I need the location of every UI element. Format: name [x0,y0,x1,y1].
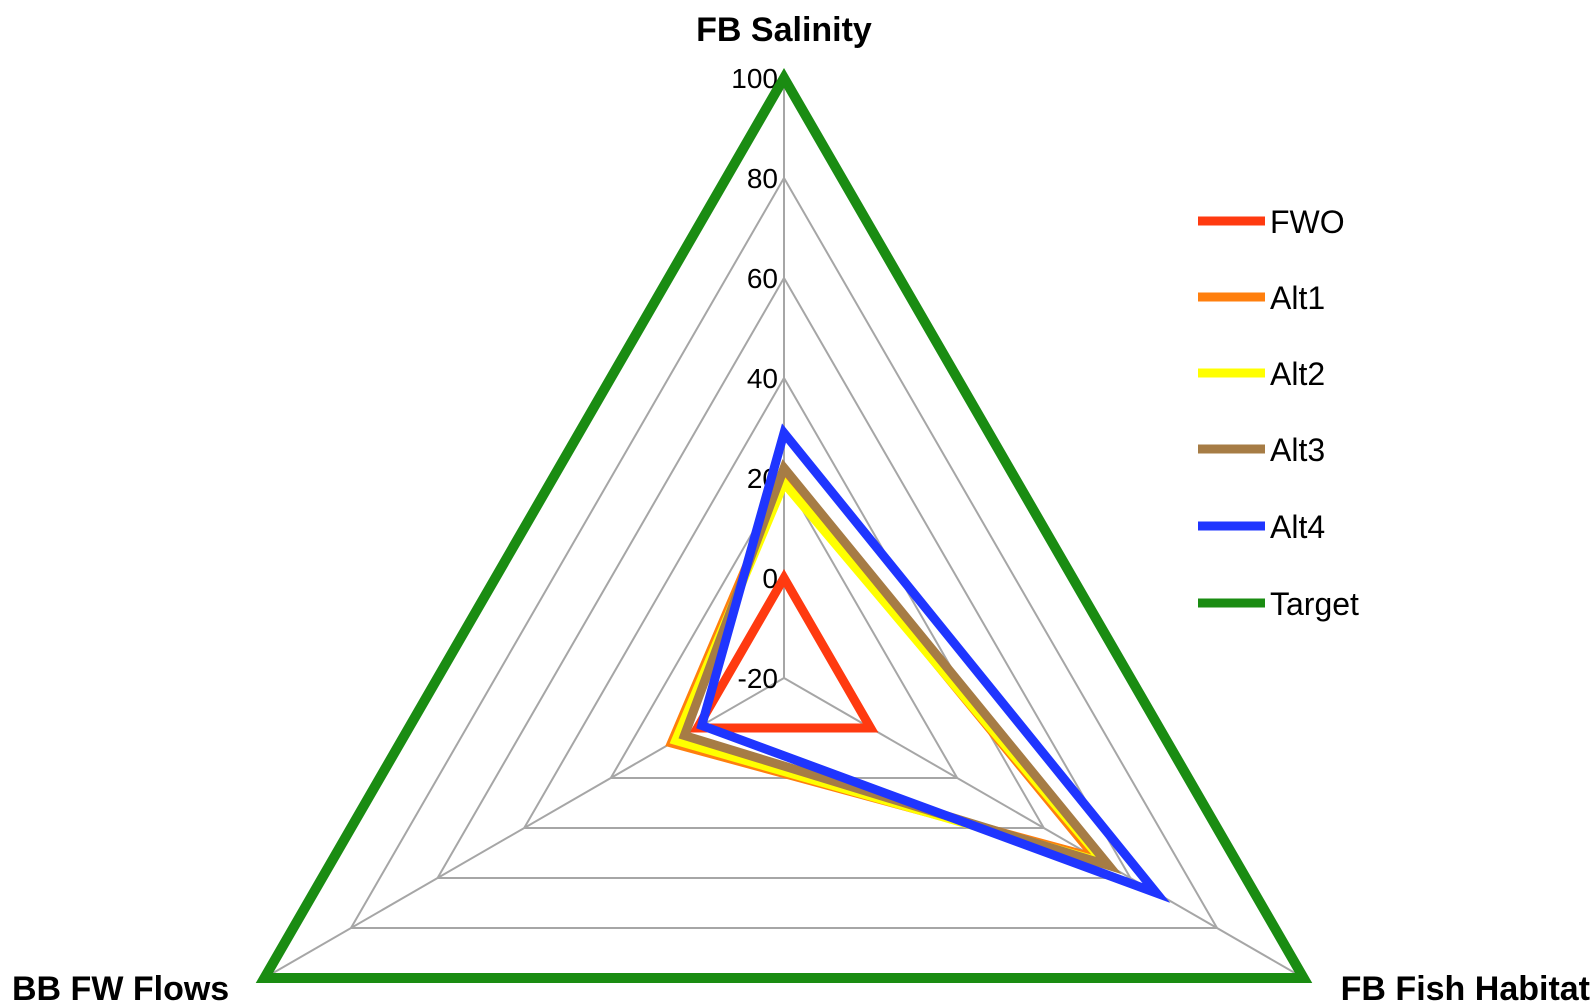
tick-label--20: -20 [738,663,778,694]
legend-item-fwo: FWO [1198,204,1345,240]
legend-item-alt4: Alt4 [1198,509,1325,545]
gridline-40 [522,375,1046,829]
radar-grid [262,75,1306,979]
legend-label-alt4: Alt4 [1270,509,1325,545]
legend-item-target: Target [1198,586,1359,622]
series-alt4 [696,423,1171,903]
axis-label-fb-fish-habitat: FB Fish Habitat [1341,970,1590,1008]
legend-item-alt3: Alt3 [1198,432,1325,468]
gridline-80 [349,175,1219,929]
axis-label-bb-fw-flows: BB FW Flows [12,970,229,1008]
series-lines [255,67,1313,983]
legend-label-alt2: Alt2 [1270,356,1325,392]
tick-label-100: 100 [731,63,778,94]
tick-label-80: 80 [747,163,778,194]
series-fwo [689,568,879,733]
legend-label-alt3: Alt3 [1270,432,1325,468]
legend-item-alt1: Alt1 [1198,280,1325,316]
series-target [255,67,1313,983]
tick-label-40: 40 [747,363,778,394]
gridline-60 [435,275,1133,879]
legend-label-target: Target [1270,586,1359,622]
axis-label-fb-salinity: FB Salinity [696,11,872,49]
tick-label-60: 60 [747,263,778,294]
legend-label-alt1: Alt1 [1270,280,1325,316]
legend-label-fwo: FWO [1270,204,1345,240]
legend: FWO Alt1 Alt2 Alt3 Alt4 Target [1198,204,1359,622]
legend-item-alt2: Alt2 [1198,356,1325,392]
